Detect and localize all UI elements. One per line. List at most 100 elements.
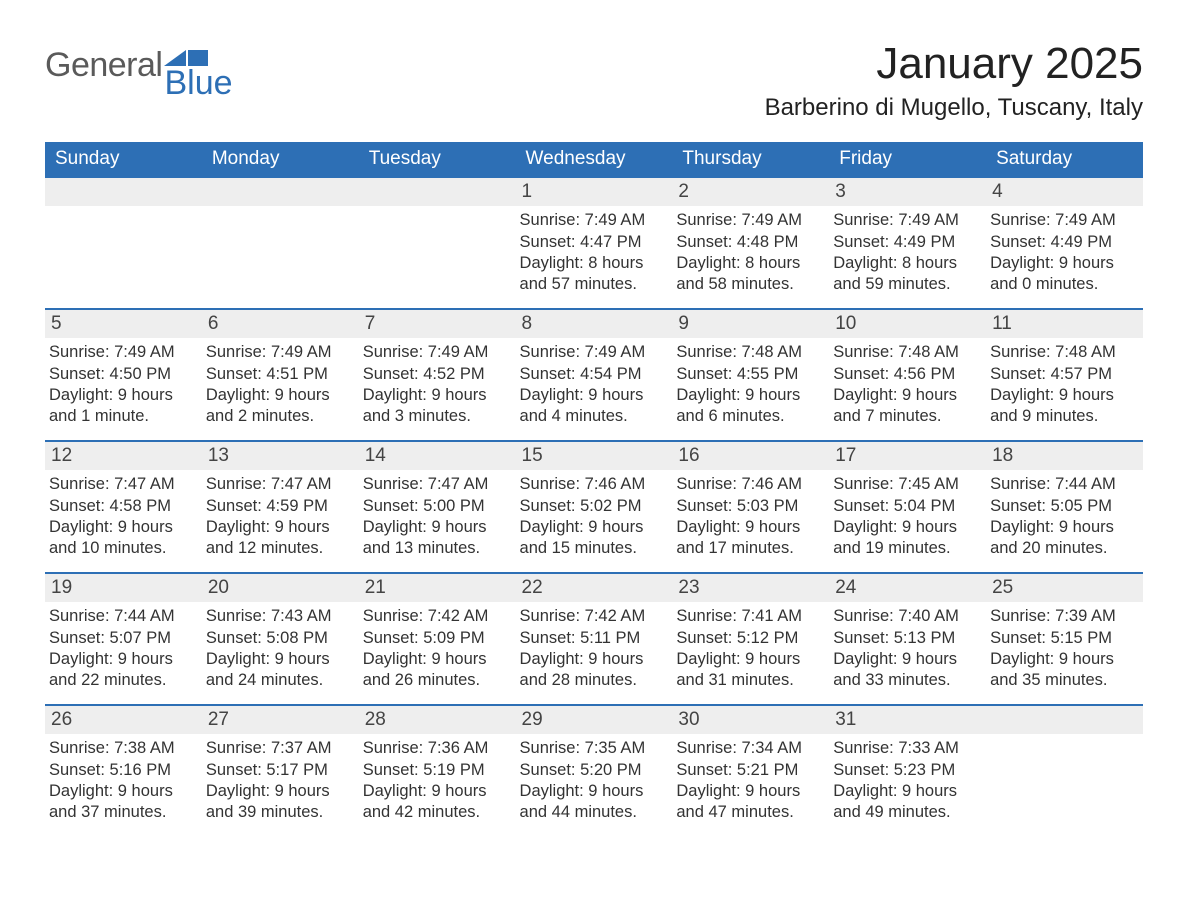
calendar-day-cell: 12Sunrise: 7:47 AMSunset: 4:58 PMDayligh…	[45, 440, 202, 572]
calendar-day-cell: 20Sunrise: 7:43 AMSunset: 5:08 PMDayligh…	[202, 572, 359, 704]
weekday-header: Thursday	[672, 142, 829, 176]
day-number: 23	[672, 572, 829, 602]
daylight-text: Daylight: 9 hours and 22 minutes.	[49, 649, 198, 691]
calendar-day-cell: 29Sunrise: 7:35 AMSunset: 5:20 PMDayligh…	[516, 704, 673, 836]
calendar-day-cell: 27Sunrise: 7:37 AMSunset: 5:17 PMDayligh…	[202, 704, 359, 836]
sunrise-text: Sunrise: 7:33 AM	[833, 738, 982, 759]
sunset-text: Sunset: 4:48 PM	[676, 232, 825, 253]
calendar-day-cell: 3Sunrise: 7:49 AMSunset: 4:49 PMDaylight…	[829, 176, 986, 308]
calendar-day-cell: 8Sunrise: 7:49 AMSunset: 4:54 PMDaylight…	[516, 308, 673, 440]
weekday-header: Saturday	[986, 142, 1143, 176]
day-number: 18	[986, 440, 1143, 470]
sunrise-text: Sunrise: 7:46 AM	[676, 474, 825, 495]
day-number: 10	[829, 308, 986, 338]
sunrise-text: Sunrise: 7:48 AM	[990, 342, 1139, 363]
day-number: 12	[45, 440, 202, 470]
day-details: Sunrise: 7:45 AMSunset: 5:04 PMDaylight:…	[829, 470, 986, 562]
day-number: 25	[986, 572, 1143, 602]
day-number: 19	[45, 572, 202, 602]
sunrise-text: Sunrise: 7:46 AM	[520, 474, 669, 495]
daylight-text: Daylight: 9 hours and 15 minutes.	[520, 517, 669, 559]
sunrise-text: Sunrise: 7:37 AM	[206, 738, 355, 759]
sunrise-text: Sunrise: 7:41 AM	[676, 606, 825, 627]
calendar-day-cell	[202, 176, 359, 308]
daylight-text: Daylight: 9 hours and 28 minutes.	[520, 649, 669, 691]
sunset-text: Sunset: 5:08 PM	[206, 628, 355, 649]
daylight-text: Daylight: 9 hours and 6 minutes.	[676, 385, 825, 427]
day-number: 15	[516, 440, 673, 470]
sunrise-text: Sunrise: 7:49 AM	[49, 342, 198, 363]
sunrise-text: Sunrise: 7:44 AM	[990, 474, 1139, 495]
day-details: Sunrise: 7:34 AMSunset: 5:21 PMDaylight:…	[672, 734, 829, 826]
daylight-text: Daylight: 9 hours and 7 minutes.	[833, 385, 982, 427]
calendar-week-row: 1Sunrise: 7:49 AMSunset: 4:47 PMDaylight…	[45, 176, 1143, 308]
daylight-text: Daylight: 9 hours and 49 minutes.	[833, 781, 982, 823]
day-details: Sunrise: 7:47 AMSunset: 5:00 PMDaylight:…	[359, 470, 516, 562]
calendar-day-cell: 16Sunrise: 7:46 AMSunset: 5:03 PMDayligh…	[672, 440, 829, 572]
day-number: 20	[202, 572, 359, 602]
calendar-day-cell: 6Sunrise: 7:49 AMSunset: 4:51 PMDaylight…	[202, 308, 359, 440]
daylight-text: Daylight: 9 hours and 12 minutes.	[206, 517, 355, 559]
day-number: 7	[359, 308, 516, 338]
sunset-text: Sunset: 5:15 PM	[990, 628, 1139, 649]
day-number	[202, 176, 359, 206]
day-details: Sunrise: 7:44 AMSunset: 5:07 PMDaylight:…	[45, 602, 202, 694]
sunrise-text: Sunrise: 7:39 AM	[990, 606, 1139, 627]
day-number	[45, 176, 202, 206]
sunset-text: Sunset: 5:21 PM	[676, 760, 825, 781]
sunset-text: Sunset: 5:05 PM	[990, 496, 1139, 517]
calendar-day-cell	[45, 176, 202, 308]
sunrise-text: Sunrise: 7:48 AM	[833, 342, 982, 363]
sunset-text: Sunset: 4:59 PM	[206, 496, 355, 517]
day-details: Sunrise: 7:49 AMSunset: 4:54 PMDaylight:…	[516, 338, 673, 430]
daylight-text: Daylight: 9 hours and 10 minutes.	[49, 517, 198, 559]
logo-blue-wrap: Blue	[164, 48, 232, 103]
sunset-text: Sunset: 4:52 PM	[363, 364, 512, 385]
day-details: Sunrise: 7:49 AMSunset: 4:51 PMDaylight:…	[202, 338, 359, 430]
sunrise-text: Sunrise: 7:49 AM	[520, 342, 669, 363]
day-details: Sunrise: 7:46 AMSunset: 5:03 PMDaylight:…	[672, 470, 829, 562]
day-number: 9	[672, 308, 829, 338]
daylight-text: Daylight: 9 hours and 3 minutes.	[363, 385, 512, 427]
day-number: 16	[672, 440, 829, 470]
sunset-text: Sunset: 5:19 PM	[363, 760, 512, 781]
sunrise-text: Sunrise: 7:42 AM	[363, 606, 512, 627]
sunset-text: Sunset: 4:51 PM	[206, 364, 355, 385]
sunrise-text: Sunrise: 7:49 AM	[990, 210, 1139, 231]
calendar-day-cell: 24Sunrise: 7:40 AMSunset: 5:13 PMDayligh…	[829, 572, 986, 704]
sunset-text: Sunset: 5:13 PM	[833, 628, 982, 649]
calendar-table: SundayMondayTuesdayWednesdayThursdayFrid…	[45, 142, 1143, 836]
daylight-text: Daylight: 9 hours and 37 minutes.	[49, 781, 198, 823]
day-number: 6	[202, 308, 359, 338]
day-details: Sunrise: 7:35 AMSunset: 5:20 PMDaylight:…	[516, 734, 673, 826]
sunset-text: Sunset: 5:12 PM	[676, 628, 825, 649]
sunset-text: Sunset: 5:11 PM	[520, 628, 669, 649]
daylight-text: Daylight: 9 hours and 31 minutes.	[676, 649, 825, 691]
day-number: 2	[672, 176, 829, 206]
day-number: 27	[202, 704, 359, 734]
daylight-text: Daylight: 9 hours and 2 minutes.	[206, 385, 355, 427]
sunrise-text: Sunrise: 7:36 AM	[363, 738, 512, 759]
sunrise-text: Sunrise: 7:47 AM	[49, 474, 198, 495]
day-details: Sunrise: 7:49 AMSunset: 4:48 PMDaylight:…	[672, 206, 829, 298]
sunset-text: Sunset: 5:04 PM	[833, 496, 982, 517]
sunrise-text: Sunrise: 7:49 AM	[206, 342, 355, 363]
day-details: Sunrise: 7:49 AMSunset: 4:52 PMDaylight:…	[359, 338, 516, 430]
sunset-text: Sunset: 4:49 PM	[833, 232, 982, 253]
weekday-header: Tuesday	[359, 142, 516, 176]
day-details: Sunrise: 7:48 AMSunset: 4:57 PMDaylight:…	[986, 338, 1143, 430]
calendar-day-cell: 7Sunrise: 7:49 AMSunset: 4:52 PMDaylight…	[359, 308, 516, 440]
sunset-text: Sunset: 4:55 PM	[676, 364, 825, 385]
day-details: Sunrise: 7:48 AMSunset: 4:56 PMDaylight:…	[829, 338, 986, 430]
daylight-text: Daylight: 9 hours and 13 minutes.	[363, 517, 512, 559]
sunrise-text: Sunrise: 7:34 AM	[676, 738, 825, 759]
weekday-header: Monday	[202, 142, 359, 176]
day-number: 17	[829, 440, 986, 470]
month-title: January 2025	[765, 40, 1143, 88]
day-details: Sunrise: 7:39 AMSunset: 5:15 PMDaylight:…	[986, 602, 1143, 694]
daylight-text: Daylight: 9 hours and 19 minutes.	[833, 517, 982, 559]
day-number: 13	[202, 440, 359, 470]
day-number: 31	[829, 704, 986, 734]
calendar-day-cell: 25Sunrise: 7:39 AMSunset: 5:15 PMDayligh…	[986, 572, 1143, 704]
sunrise-text: Sunrise: 7:49 AM	[676, 210, 825, 231]
